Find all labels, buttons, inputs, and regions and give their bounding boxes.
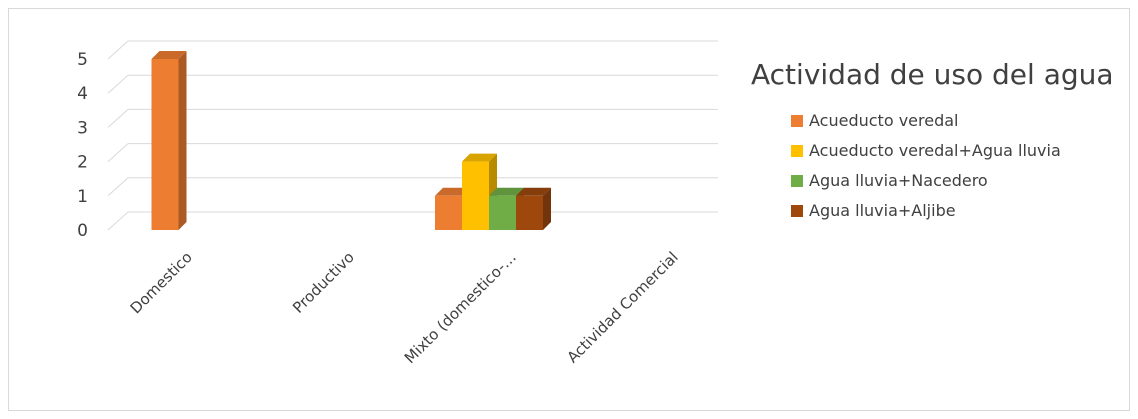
bar-side — [543, 187, 551, 230]
legend-entry: Agua lluvia+Aljibe — [791, 201, 956, 220]
x-category-label: Mixto (domestico-… — [401, 248, 520, 367]
y-tick-label: 5 — [77, 50, 88, 70]
legend-swatch — [791, 115, 803, 127]
y-tick-label: 3 — [77, 118, 88, 138]
x-category-label: Domestico — [127, 248, 196, 317]
y-tick-label: 0 — [77, 221, 88, 241]
gridline-depth — [107, 109, 129, 128]
bar-top — [435, 187, 470, 196]
bar-top — [489, 187, 524, 196]
legend-entry: Agua lluvia+Nacedero — [791, 171, 988, 190]
legend-label: Agua lluvia+Aljibe — [809, 201, 956, 220]
legend-entry: Acueducto veredal+Agua lluvia — [791, 141, 1061, 160]
chart-title: Actividad de uso del agua — [751, 58, 1114, 91]
legend-label: Acueducto veredal+Agua lluvia — [809, 141, 1061, 160]
y-axis-ticks: 0 1 2 3 4 5 — [77, 50, 88, 241]
bar-side — [178, 51, 187, 230]
y-tick-label: 1 — [77, 187, 88, 207]
y-tick-label: 4 — [77, 84, 88, 104]
bar-front — [516, 195, 543, 230]
bar-top — [151, 51, 187, 59]
gridline-depth — [107, 177, 129, 197]
gridline-depth — [107, 211, 129, 231]
x-category-label: Productivo — [289, 248, 358, 317]
legend-swatch — [791, 175, 803, 187]
bar-front — [151, 59, 179, 230]
legend-swatch — [791, 145, 803, 157]
bar-top — [516, 187, 551, 196]
bars — [151, 51, 551, 230]
legend-label: Agua lluvia+Nacedero — [809, 171, 988, 190]
x-category-label: Actividad Comercial — [563, 248, 681, 366]
legend-entry: Acueducto veredal — [791, 111, 958, 130]
gridline-depth — [107, 74, 129, 94]
y-tick-label: 2 — [77, 153, 88, 173]
bar — [516, 187, 551, 230]
x-axis-categories: Domestico Productivo Mixto (domestico-… Act… — [127, 248, 682, 367]
gridlines — [107, 40, 718, 231]
bar-top — [462, 153, 497, 162]
gridline-depth — [107, 40, 129, 60]
bar-front — [462, 161, 489, 230]
bar-front — [489, 195, 516, 230]
legend-swatch — [791, 205, 803, 217]
bar — [151, 51, 187, 230]
bar — [462, 153, 497, 230]
gridline-depth — [107, 143, 129, 162]
bar-front — [435, 195, 462, 230]
legend: Acueducto veredal Acueducto veredal+Agua … — [791, 111, 1061, 220]
legend-label: Acueducto veredal — [809, 111, 958, 130]
